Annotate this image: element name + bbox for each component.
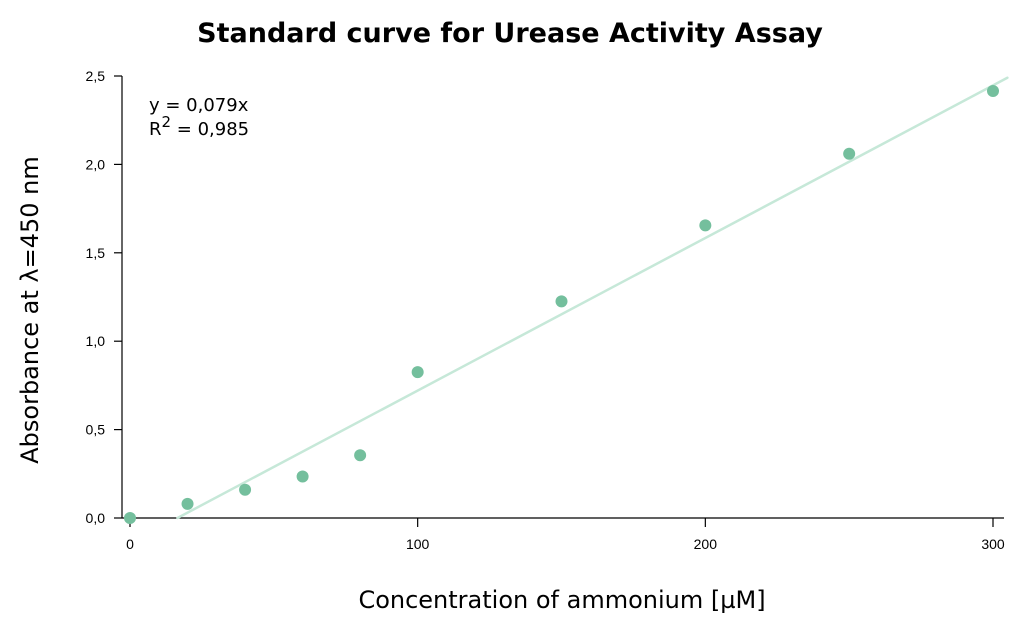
trendline (176, 76, 1009, 520)
y-tick-label: 2,0 (86, 156, 106, 172)
r-squared-value: = 0,985 (171, 119, 249, 140)
data-point (843, 147, 856, 160)
plot-area: 0,0 0,5 1,0 1,5 2,0 2,5 0 100 200 300 (86, 68, 1009, 552)
data-point (555, 295, 568, 308)
r-squared-label: R2 = 0,985 (149, 113, 249, 140)
r-squared-base: R (149, 119, 162, 140)
r-squared-superscript: 2 (162, 113, 172, 131)
chart-title: Standard curve for Urease Activity Assay (197, 18, 823, 49)
y-tick-label: 0,5 (86, 422, 106, 438)
data-point (124, 512, 136, 524)
y-tick-label: 1,0 (86, 333, 106, 349)
y-axis-ticks: 0,0 0,5 1,0 1,5 2,0 2,5 (86, 68, 122, 526)
equation-label: y = 0,079x (149, 95, 249, 116)
y-tick-label: 0,0 (86, 510, 106, 526)
x-tick-label: 300 (981, 536, 1005, 552)
x-tick-label: 200 (694, 536, 718, 552)
x-tick-label: 0 (126, 536, 134, 552)
y-tick-label: 1,5 (86, 245, 106, 261)
data-point (699, 219, 712, 232)
x-axis-label: Concentration of ammonium [µM] (358, 586, 765, 614)
data-point (987, 85, 999, 98)
x-axis-ticks: 0 100 200 300 (126, 518, 1005, 552)
y-tick-label: 2,5 (86, 68, 106, 84)
data-points (124, 85, 999, 524)
data-point (181, 497, 194, 510)
data-point (296, 470, 309, 483)
data-point (354, 449, 367, 462)
y-axis-label: Absorbance at λ=450 nm (16, 156, 44, 464)
data-point (239, 483, 252, 496)
x-tick-label: 100 (406, 536, 430, 552)
data-point (411, 366, 424, 379)
